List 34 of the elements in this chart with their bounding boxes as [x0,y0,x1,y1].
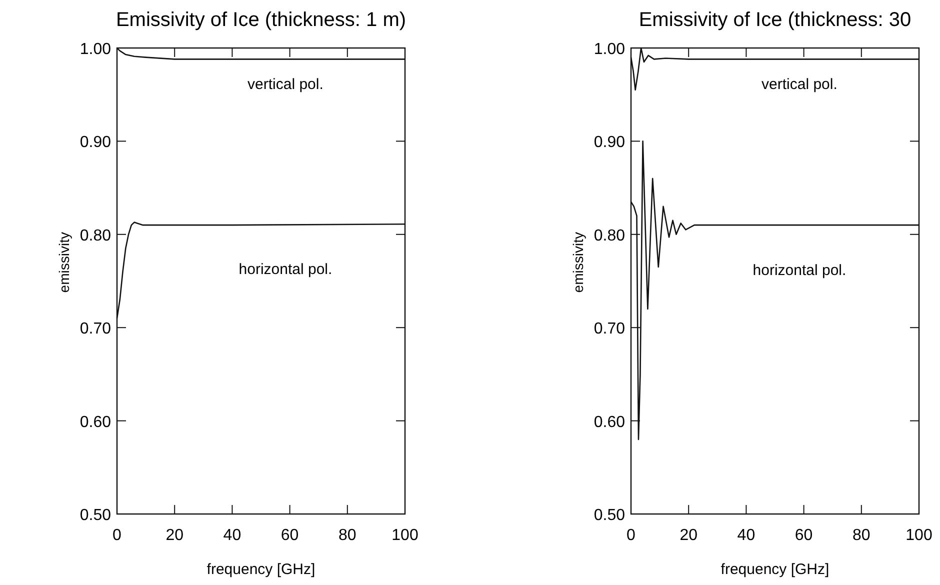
x-tick-label: 100 [906,527,932,544]
y-tick-label: 0.70 [594,320,626,338]
y-tick-label: 1.00 [80,41,112,58]
x-axis-title: frequency [GHz] [720,561,830,578]
y-tick-label: 0.70 [80,320,112,338]
x-tick-label: 40 [223,527,242,544]
x-tick-label: 0 [626,527,636,544]
y-tick-label: 0.80 [594,227,626,244]
y-tick-label: 0.90 [594,134,626,152]
x-tick-label: 60 [280,527,299,544]
y-tick-label: 0.80 [80,227,112,244]
chart-title: Emissivity of Ice (thickness: 1 m) [116,9,406,31]
x-axis-title: frequency [GHz] [206,561,316,578]
y-tick-label: 1.00 [594,41,626,58]
x-tick-label: 0 [112,527,122,544]
x-tick-label: 60 [794,527,813,544]
chart-title: Emissivity of Ice (thickness: 30 [638,9,912,31]
series-label: vertical pol. [248,76,324,94]
x-tick-label: 20 [680,527,698,544]
y-tick-label: 0.60 [594,414,626,431]
y-tick-label: 0.60 [80,414,112,431]
y-tick-label: 0.50 [80,507,112,524]
y-tick-label: 0.90 [80,134,112,152]
y-axis-title: emissivity [56,232,72,293]
x-tick-label: 100 [392,527,418,544]
x-tick-label: 20 [166,527,184,544]
y-axis-title: emissivity [570,232,586,293]
text: horizontal pol. [238,261,332,278]
y-tick-label: 0.50 [594,507,626,524]
x-tick-label: 40 [737,527,756,544]
series-label: vertical pol. [762,76,838,94]
text: horizontal pol. [752,262,846,280]
x-tick-label: 80 [852,527,870,544]
x-tick-label: 80 [338,527,356,544]
